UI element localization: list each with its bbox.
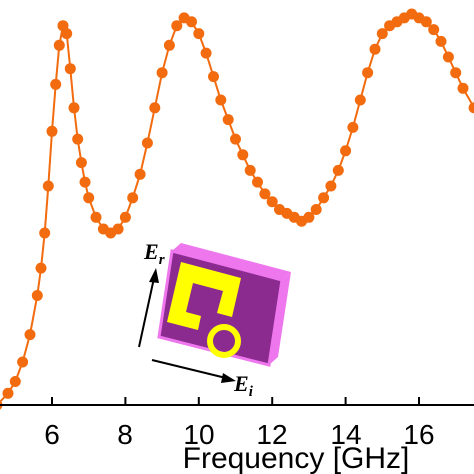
data-point [340,145,352,157]
data-point [24,329,36,341]
series-marker-layer [0,8,474,410]
e-i-arrow [151,359,227,379]
e-r-label: Er [143,239,165,268]
data-point [149,102,161,114]
data-point [362,67,374,79]
data-point [200,47,212,59]
data-point [134,168,146,180]
data-point [215,94,227,106]
data-point [42,180,54,192]
e-r-arrowhead [149,268,159,283]
data-point [186,16,197,28]
data-point [53,39,65,51]
data-point [266,196,278,208]
data-point [318,192,330,204]
data-point [369,43,381,55]
data-point [61,28,73,40]
data-point [112,223,124,235]
data-point [420,16,432,28]
data-point [457,82,469,94]
data-point [156,67,168,79]
inset-unit-cell: Er Ei [138,239,291,400]
data-point [230,133,241,145]
data-point [119,211,131,223]
data-point [17,356,29,368]
data-point [68,102,80,114]
data-point [193,28,205,40]
data-point [252,176,263,188]
x-tick-label-14: 14 [330,419,361,450]
data-point [376,28,388,40]
inset-split-ring-c [167,262,241,330]
data-point [442,51,454,63]
data-point [208,71,219,83]
e-i-label: Ei [233,371,254,400]
data-point [468,102,474,114]
inset-ring [207,324,241,358]
data-point [259,188,271,200]
data-point [141,137,153,149]
data-point [171,20,183,32]
x-axis-ticks [51,397,420,405]
data-point [90,211,102,223]
data-point [64,63,76,75]
x-tick-label-16: 16 [403,419,434,450]
data-point [163,39,175,51]
data-point [35,262,47,274]
x-tick-label-8: 8 [117,419,133,450]
data-point [72,133,84,145]
data-point [2,387,14,399]
data-point [9,376,21,387]
data-point [303,211,315,223]
inset-top-face [172,243,291,280]
data-point [50,78,62,90]
data-point [244,164,256,176]
data-point [46,125,58,137]
data-point [39,227,51,239]
data-point [127,192,139,204]
data-point [79,176,91,188]
x-axis-title: Frequency [GHz] [183,442,410,474]
data-point [428,24,440,36]
x-tick-label-12: 12 [256,419,287,450]
inset-side-face [269,272,291,365]
data-point [332,164,344,176]
data-point [325,180,337,192]
data-point [75,157,87,169]
data-point [310,204,322,215]
data-point [237,149,249,161]
data-point [83,192,95,204]
x-tick-label-6: 6 [44,419,60,450]
e-i-arrowhead [221,373,236,383]
data-point [222,114,234,126]
data-point [347,121,359,133]
data-point [31,290,43,301]
x-tick-label-10: 10 [183,419,214,450]
e-r-arrow [138,277,155,348]
data-point [354,94,366,106]
data-point [435,35,447,47]
data-point [450,67,462,79]
